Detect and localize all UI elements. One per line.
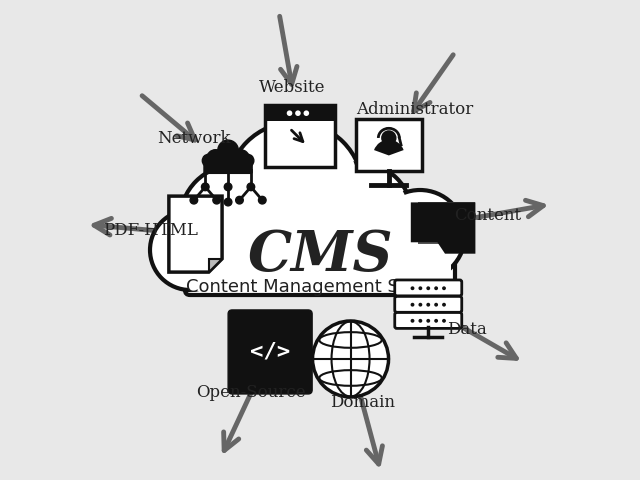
Circle shape (232, 150, 249, 167)
Text: Website: Website (259, 79, 326, 96)
Circle shape (213, 196, 220, 204)
FancyBboxPatch shape (395, 280, 461, 296)
Circle shape (378, 193, 462, 277)
Circle shape (202, 183, 209, 191)
Text: Domain: Domain (330, 394, 395, 411)
Circle shape (312, 321, 388, 397)
Polygon shape (419, 203, 476, 244)
Circle shape (295, 110, 301, 116)
Circle shape (419, 287, 422, 290)
Circle shape (190, 196, 198, 204)
Circle shape (183, 168, 287, 272)
Circle shape (434, 303, 438, 307)
Wedge shape (374, 140, 404, 156)
Text: CMS: CMS (247, 228, 393, 283)
Polygon shape (411, 203, 476, 254)
Polygon shape (209, 259, 222, 272)
FancyBboxPatch shape (189, 220, 451, 291)
Circle shape (419, 319, 422, 323)
Circle shape (308, 163, 412, 267)
Text: Administrator: Administrator (356, 101, 473, 119)
FancyBboxPatch shape (356, 119, 422, 171)
Circle shape (442, 319, 446, 323)
Circle shape (434, 287, 438, 290)
Circle shape (241, 154, 254, 167)
Circle shape (224, 183, 232, 191)
Polygon shape (169, 196, 222, 272)
Circle shape (311, 166, 409, 264)
Circle shape (411, 303, 415, 307)
Circle shape (287, 110, 292, 116)
Circle shape (419, 303, 422, 307)
Circle shape (230, 125, 360, 255)
Text: Network: Network (157, 131, 230, 147)
Circle shape (381, 130, 397, 145)
Text: Content: Content (454, 207, 521, 224)
Text: PDF-HTML: PDF-HTML (103, 222, 198, 239)
Text: Open-Source: Open-Source (196, 384, 306, 401)
Circle shape (375, 190, 465, 280)
Circle shape (150, 210, 230, 290)
Circle shape (426, 319, 430, 323)
Circle shape (224, 198, 232, 206)
Circle shape (411, 319, 415, 323)
FancyBboxPatch shape (228, 310, 312, 394)
Circle shape (218, 140, 238, 161)
Circle shape (202, 154, 215, 167)
FancyBboxPatch shape (265, 106, 335, 167)
Circle shape (303, 110, 309, 116)
Circle shape (247, 183, 255, 191)
Circle shape (442, 287, 446, 290)
FancyBboxPatch shape (185, 215, 455, 295)
Circle shape (426, 303, 430, 307)
Text: </>: </> (250, 342, 290, 362)
Text: Data: Data (447, 322, 487, 338)
Circle shape (442, 303, 446, 307)
Circle shape (207, 150, 224, 167)
Circle shape (236, 196, 243, 204)
Circle shape (180, 165, 290, 275)
FancyBboxPatch shape (204, 155, 253, 174)
Circle shape (227, 122, 363, 258)
Text: Content Management System: Content Management System (186, 278, 454, 296)
FancyBboxPatch shape (395, 312, 461, 328)
FancyBboxPatch shape (265, 106, 335, 121)
Circle shape (434, 319, 438, 323)
Circle shape (411, 287, 415, 290)
Circle shape (153, 213, 227, 287)
Circle shape (259, 196, 266, 204)
FancyBboxPatch shape (395, 296, 461, 312)
Circle shape (426, 287, 430, 290)
